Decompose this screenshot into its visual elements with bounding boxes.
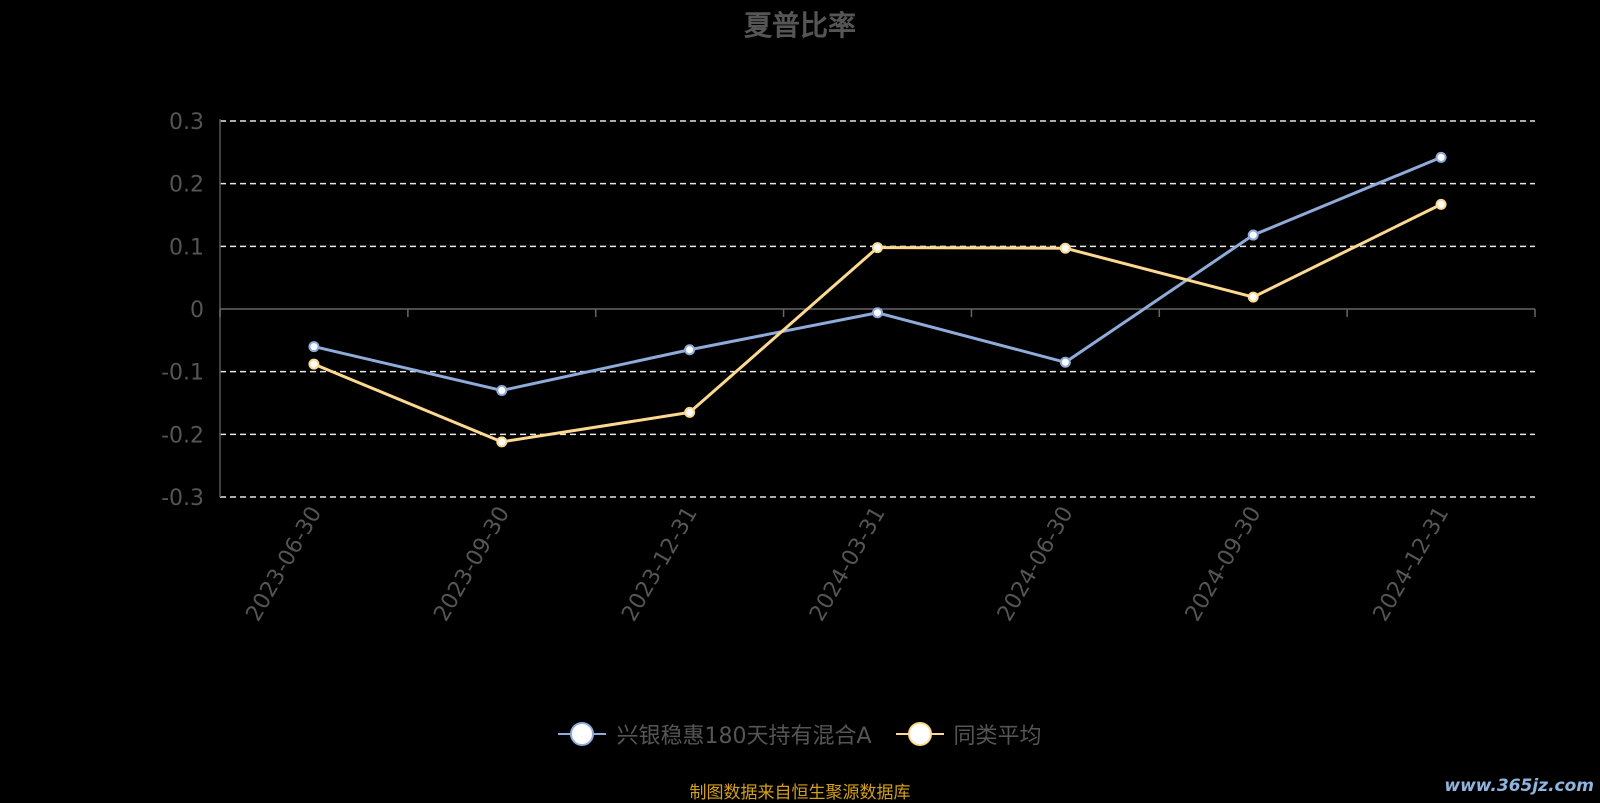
legend: 兴银稳惠180天持有混合A 同类平均 <box>0 718 1600 750</box>
chart-title: 夏普比率 <box>743 9 856 42</box>
data-point <box>872 307 883 319</box>
series-lines <box>308 151 1447 448</box>
x-tick-label: 2024-09-30 <box>1181 503 1267 626</box>
data-source-note: 制图数据来自恒生聚源数据库 <box>689 783 911 803</box>
data-point <box>872 242 883 254</box>
y-tick-label: 0.1 <box>169 235 204 260</box>
data-point <box>496 436 508 448</box>
legend-item-fund[interactable]: 兴银稳惠180天持有混合A <box>558 718 872 750</box>
data-point <box>308 358 320 370</box>
x-tick-label: 2023-12-31 <box>617 503 703 626</box>
y-tick-label: 0.3 <box>169 110 204 135</box>
watermark: www.365jz.com <box>1444 776 1594 796</box>
legend-label-peer-average: 同类平均 <box>953 724 1042 749</box>
y-tick-label: 0 <box>190 298 204 323</box>
data-point <box>496 384 508 396</box>
data-point <box>1435 198 1447 210</box>
x-tick-label: 2024-03-31 <box>805 503 891 626</box>
x-axis-tick-labels: 2023-06-30 2023-09-30 2023-12-31 2024-03-31… <box>242 503 1455 626</box>
y-tick-label: -0.1 <box>161 361 204 386</box>
x-tick-label: 2023-06-30 <box>242 503 328 626</box>
grid-lines <box>220 120 1535 498</box>
x-tick-label: 2024-06-30 <box>993 503 1079 626</box>
legend-marker-fund <box>558 722 607 746</box>
data-point <box>308 341 320 353</box>
data-point <box>1247 291 1259 303</box>
data-point <box>1247 229 1259 241</box>
legend-marker-peer-average <box>895 722 944 746</box>
x-tick-label: 2024-12-31 <box>1369 503 1455 626</box>
data-point <box>1059 356 1071 368</box>
legend-item-peer-average[interactable]: 同类平均 <box>895 718 1042 750</box>
series-1 <box>308 198 1447 448</box>
data-point <box>684 344 696 356</box>
series-line <box>313 155 1442 392</box>
legend-label-fund: 兴银稳惠180天持有混合A <box>616 724 872 749</box>
y-tick-label: -0.3 <box>161 486 204 511</box>
y-axis-tick-labels: 0.3 0.2 0.1 0 -0.1 -0.2 -0.3 <box>161 110 204 511</box>
y-tick-label: 0.2 <box>169 173 204 198</box>
y-tick-label: -0.2 <box>161 423 204 448</box>
x-tick-label: 2023-09-30 <box>429 503 515 626</box>
data-point <box>1435 151 1447 163</box>
data-point <box>684 406 696 418</box>
data-point <box>1059 242 1071 254</box>
series-line <box>313 203 1442 444</box>
series-0 <box>308 151 1447 396</box>
